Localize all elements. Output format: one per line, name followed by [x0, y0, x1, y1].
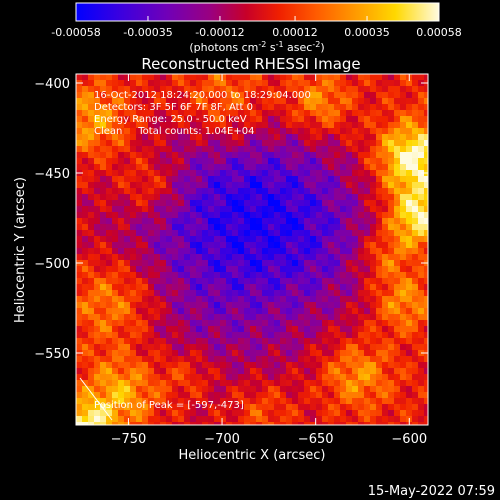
colorbar-tick-label: 0.00058 [416, 26, 462, 39]
annotation-time-range: 16-Oct-2012 18:24:20.000 to 18:29:04.000 [94, 90, 311, 101]
annotation-energy-range: Energy Range: 25.0 - 50.0 keV [94, 114, 247, 125]
x-axis-ticks: −750 −700 −650 −600 [111, 74, 427, 447]
annotation-detectors: Detectors: 3F 5F 6F 7F 8F, Att 0 [94, 102, 253, 113]
heatmap-image [76, 74, 428, 425]
x-tick-label: −600 [391, 432, 427, 447]
y-axis-ticks: −400 −450 −500 −550 [34, 77, 428, 362]
colorbar-tick-label: -0.00058 [51, 26, 100, 39]
colorbar-tick-label: 0.00012 [272, 26, 318, 39]
colorbar-label: (photons cm-2 s-1 asec-2) [189, 40, 324, 54]
x-tick-label: −700 [204, 432, 240, 447]
x-tick-label: −750 [111, 432, 147, 447]
chart-title: Reconstructed RHESSI Image [141, 55, 360, 73]
colorbar-tick-label: -0.00012 [195, 26, 244, 39]
footer-timestamp: 15-May-2022 07:59 [368, 484, 495, 499]
y-tick-label: −450 [34, 167, 70, 182]
x-tick-label: −650 [298, 432, 334, 447]
annotation-clean-counts: Clean Total counts: 1.04E+04 [94, 126, 254, 137]
plot-frame [75, 73, 429, 426]
y-tick-label: −400 [34, 77, 70, 92]
colorbar-ticks: -0.00058 -0.00035 -0.00012 0.00012 0.00035 0.… [51, 16, 462, 39]
colorbar-tick-label: 0.00035 [344, 26, 390, 39]
colorbar [75, 2, 440, 22]
info-annotations: 16-Oct-2012 18:24:20.000 to 18:29:04.000… [94, 90, 311, 137]
y-tick-label: −550 [34, 347, 70, 362]
peak-position-label: Position of Peak = [-597,-473] [94, 400, 244, 411]
y-axis-label: Heliocentric Y (arcsec) [13, 177, 28, 323]
x-axis-label: Heliocentric X (arcsec) [179, 448, 326, 463]
y-tick-label: −500 [34, 257, 70, 272]
colorbar-tick-label: -0.00035 [123, 26, 172, 39]
peak-marker-line [79, 377, 113, 421]
